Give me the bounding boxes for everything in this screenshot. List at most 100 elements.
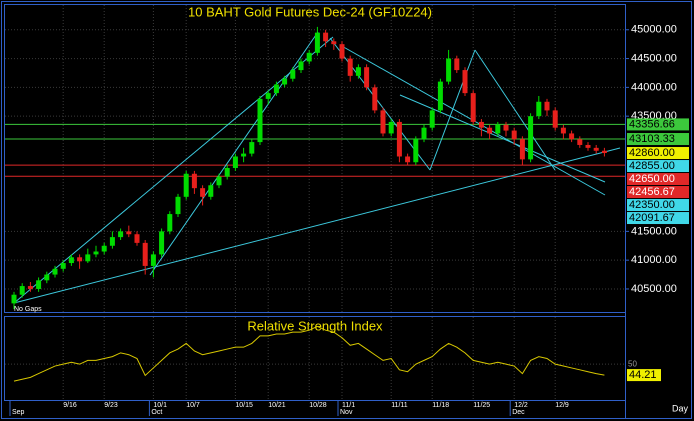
candle-body [249,142,255,154]
candle-body [462,70,468,94]
x-tick-label: 9/16 [63,402,77,409]
candle-body [93,251,99,255]
candle-body [544,101,550,111]
y-tick-label: 44500.00 [631,52,677,64]
candle-body [323,32,329,42]
x-tick-label: 10/15 [235,402,253,409]
candle-body [241,153,247,157]
level-label: 42860.00 [629,147,675,159]
candle-body [11,294,17,304]
candle-body [331,41,337,45]
candle-body [569,133,575,140]
candle-body [200,188,206,197]
level-label-box [627,147,689,160]
x-tick-label: 10/1 [153,402,167,409]
x-tick-label: 12/9 [555,402,569,409]
candle-body [36,280,42,289]
candle-body [454,58,460,71]
y-tick-label: 40500.00 [631,283,677,295]
x-tick-label: 10/7 [186,402,200,409]
candle-body [536,101,542,117]
candle-body [60,263,66,269]
level-label: 42350.00 [629,199,675,211]
candle-body [405,156,411,163]
candle-body [478,121,484,128]
candle-body [265,93,271,99]
candle-body [585,144,591,148]
y-tick-label: 50 [628,359,637,368]
candle-body [68,257,74,264]
month-label: Sep [12,409,25,416]
candle-body [191,173,197,189]
candle-body [470,93,476,122]
x-tick-label: 11/25 [473,402,490,409]
candle-body [380,110,386,134]
candle-body [101,245,107,252]
level-label-box [627,118,689,131]
x-tick-label: 10/28 [309,402,327,409]
candle-body [347,58,353,76]
level-label-box [627,199,689,212]
value-label: 44.21 [629,369,657,381]
candles [11,26,607,310]
level-label: 42855.00 [629,160,675,172]
candle-body [560,127,566,134]
y-tick-label: 45000.00 [631,24,677,36]
candle-body [339,44,345,59]
x-tick-label: 11/11 [391,402,408,409]
y-tick-label: 41500.00 [631,225,677,237]
candle-body [19,286,25,295]
candle-body [85,254,91,262]
candle-body [372,87,378,111]
x-axis-label: Day [672,403,689,413]
candle-body [593,147,599,151]
trend-line [429,49,476,171]
candle-body [150,254,156,266]
level-label: 43356.66 [629,118,675,130]
candle-body [282,78,288,85]
candle-body [519,139,525,160]
x-tick-label: 12/2 [514,402,528,409]
value-label-box [627,369,661,382]
note: No Gaps [14,306,42,313]
x-tick-label: 11/1 [342,402,355,409]
candle-body [364,67,370,88]
x-tick-label: 11/18 [432,402,449,409]
level-label: 42456.67 [629,186,675,198]
candle-body [487,127,493,134]
y-tick-label: 44000.00 [631,81,677,93]
candle-body [355,67,361,76]
candle-body [314,32,320,53]
candle-body [175,196,181,215]
candle-body [126,231,132,235]
candle-body [511,130,517,140]
candle-body [118,231,124,238]
level-label-box [627,186,689,199]
candle-body [388,121,394,134]
candle-body [413,139,419,163]
level-label-box [627,212,689,225]
trend-line [149,31,319,276]
candle-body [208,185,214,197]
candle-body [577,139,583,145]
y-tick-label: 41000.00 [631,254,677,266]
level-label: 42650.00 [629,173,675,185]
candle-body [601,150,607,154]
candle-body [216,176,222,186]
month-label: Dec [512,409,525,416]
candle-body [232,156,238,169]
candle-body [495,124,501,134]
candle-body [167,214,173,232]
candle-body [273,84,279,94]
candle-body [224,168,230,177]
candle-body [446,58,452,82]
rsi-title: Relative Strength Index [247,318,383,333]
rsi-line [13,325,605,382]
candle-body [257,98,263,143]
candle-body [528,116,534,160]
trend-line [399,94,606,183]
candle-body [183,173,189,197]
